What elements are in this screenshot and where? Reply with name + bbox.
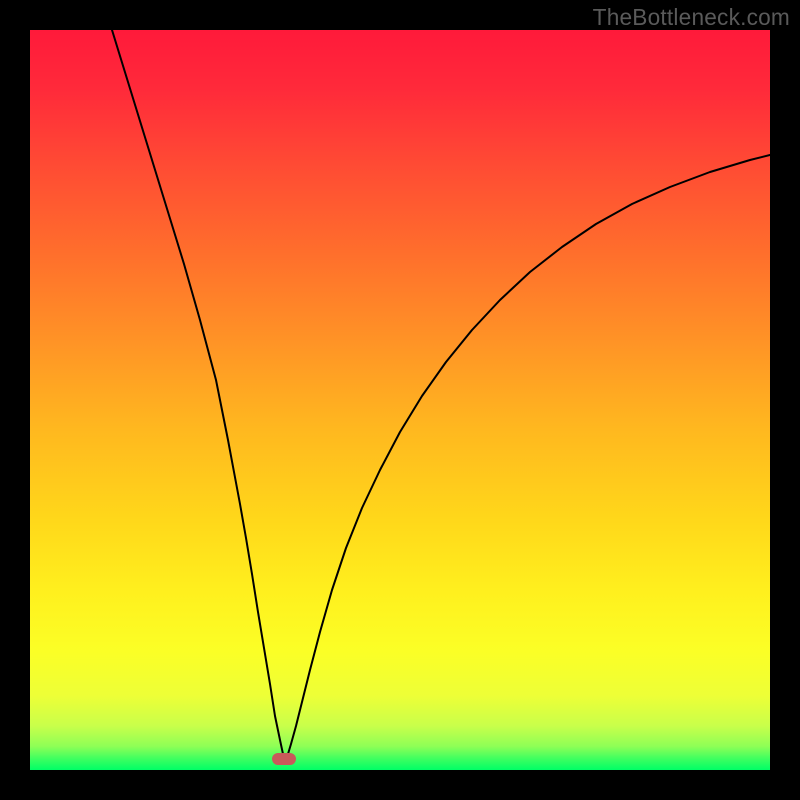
curve-right-branch bbox=[286, 155, 770, 758]
bottleneck-curve bbox=[30, 30, 770, 770]
curve-left-branch bbox=[112, 30, 284, 758]
watermark-text: TheBottleneck.com bbox=[593, 4, 790, 31]
plot-area bbox=[30, 30, 770, 770]
chart-container: TheBottleneck.com bbox=[0, 0, 800, 800]
optimum-marker bbox=[272, 753, 296, 765]
